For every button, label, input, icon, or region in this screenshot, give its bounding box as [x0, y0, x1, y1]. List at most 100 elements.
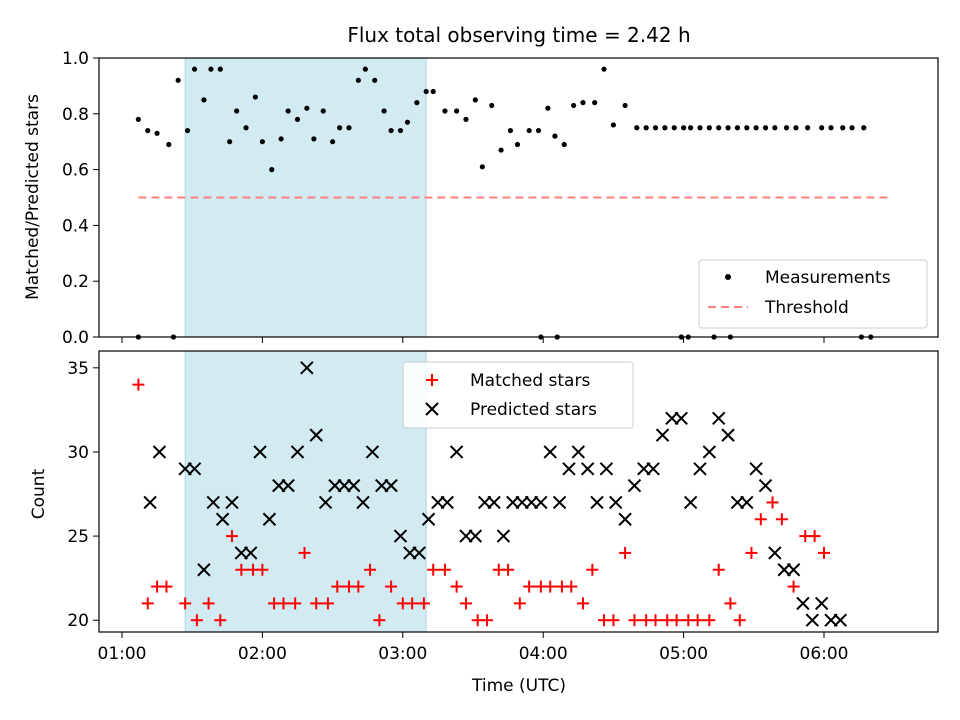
bottom-xtick-label: 02:00	[238, 644, 287, 664]
matched-star-point	[565, 580, 578, 593]
measurement-point	[688, 125, 694, 131]
measurement-point	[634, 125, 640, 131]
predicted-star-point	[152, 445, 167, 459]
top-ytick-label: 1.0	[62, 49, 89, 69]
measurement-point	[285, 108, 291, 114]
matched-star-point	[427, 563, 440, 576]
measurement-point	[571, 102, 577, 109]
measurement-point	[479, 164, 485, 170]
measurement-point	[561, 141, 567, 148]
matched-star-point	[745, 546, 758, 559]
predicted-star-point	[571, 445, 586, 459]
measurement-point	[849, 125, 855, 131]
matched-star-point	[712, 563, 725, 576]
predicted-star-point	[768, 546, 782, 560]
measurement-point	[311, 136, 317, 142]
matched-star-point	[214, 614, 227, 627]
matched-star-point	[385, 580, 398, 593]
matched-star-point	[298, 546, 311, 559]
matched-star-point	[787, 580, 800, 593]
predicted-star-point	[487, 495, 501, 510]
chart-title: Flux total observing time = 2.42 h	[347, 23, 690, 47]
bottom-xtick-label: 05:00	[659, 644, 708, 664]
measurement-point	[753, 125, 759, 131]
measurement-point	[372, 77, 378, 83]
matched-star-point	[649, 614, 662, 627]
matched-star-point	[523, 580, 536, 593]
measurement-point	[191, 66, 198, 72]
predicted-star-point	[758, 478, 773, 493]
predicted-star-point	[290, 445, 305, 459]
predicted-star-point	[646, 462, 660, 476]
measurement-point	[716, 125, 722, 131]
matched-star-point	[331, 580, 344, 593]
top-ytick-label: 0.4	[62, 216, 89, 236]
predicted-star-point	[318, 495, 333, 510]
measurement-point	[793, 125, 799, 131]
measurement-point	[535, 127, 542, 134]
matched-star-point	[754, 513, 767, 526]
matched-star-point	[544, 580, 557, 593]
predicted-star-point	[721, 428, 735, 442]
measurement-point	[278, 136, 284, 142]
top-legend-box	[698, 259, 928, 329]
predicted-star-point	[805, 613, 820, 627]
measurement-point	[734, 125, 741, 131]
measurement-point	[442, 108, 448, 114]
legend-predicted-marker	[425, 402, 439, 416]
measurement-point	[592, 100, 598, 106]
measurement-point	[489, 102, 495, 109]
matched-star-point	[576, 597, 589, 610]
predicted-star-point	[187, 462, 202, 476]
measurement-point	[175, 77, 181, 83]
predicted-star-point	[655, 428, 670, 442]
predicted-star-point	[674, 411, 688, 426]
legend-matched-label: Matched stars	[470, 371, 590, 391]
predicted-star-point	[814, 596, 829, 611]
measurement-point	[243, 125, 249, 131]
measurement-point	[725, 125, 731, 131]
bottom-ytick-label: 25	[67, 527, 89, 547]
top-plot-frame	[98, 57, 939, 338]
predicted-star-point	[740, 495, 754, 510]
measurement-point	[184, 127, 191, 134]
measurement-point	[507, 127, 514, 134]
legend-measurements-marker	[725, 274, 731, 280]
measurement-point	[681, 125, 687, 131]
predicted-star-point	[421, 512, 436, 526]
measurement-point	[166, 141, 172, 148]
measurement-point	[697, 125, 703, 131]
matched-star-point	[619, 546, 632, 559]
measurement-point	[217, 66, 223, 72]
predicted-star-point	[627, 478, 642, 493]
measurement-point	[320, 108, 326, 114]
bottom-legend-box	[402, 361, 634, 429]
measurement-point	[154, 130, 160, 136]
matched-star-point	[417, 597, 430, 610]
measurement-point	[388, 127, 394, 134]
measurement-point	[783, 125, 790, 131]
matched-star-point	[179, 597, 192, 610]
legend-measurements-label: Measurements	[765, 268, 891, 288]
bottom-ytick-label: 30	[67, 443, 89, 463]
predicted-star-point	[384, 478, 398, 493]
measurement-point	[840, 125, 846, 131]
x-axis-label: Time (UTC)	[471, 676, 566, 696]
predicted-star-point	[618, 512, 632, 526]
predicted-star-point	[143, 495, 157, 510]
predicted-star-point	[243, 546, 258, 560]
matched-star-point	[733, 614, 746, 627]
predicted-star-point	[468, 529, 483, 543]
matched-star-point	[256, 563, 269, 576]
measurement-point	[828, 125, 834, 131]
matched-star-point	[141, 597, 154, 610]
predicted-star-point	[599, 462, 614, 476]
measurement-point	[819, 125, 825, 131]
measurement-point	[652, 125, 659, 131]
top-ylabel: Matched/Predicted stars	[23, 94, 43, 300]
measurement-point	[643, 125, 649, 131]
predicted-star-point	[412, 546, 426, 560]
matched-star-point	[481, 614, 494, 627]
